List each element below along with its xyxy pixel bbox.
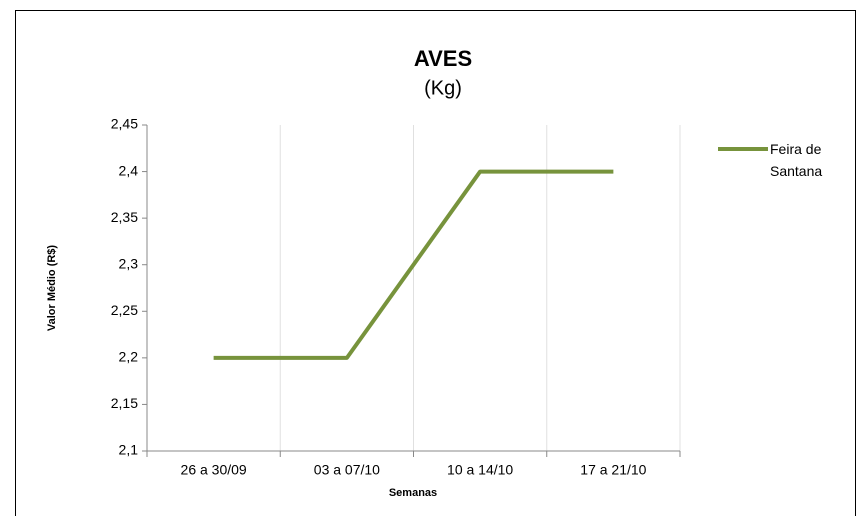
legend-label: Feira de Santana xyxy=(770,141,823,179)
y-tick-label: 2,4 xyxy=(119,162,139,178)
x-tick-label: 03 a 07/10 xyxy=(314,462,380,478)
data-line xyxy=(213,169,614,360)
x-tick-label: 17 a 21/10 xyxy=(580,462,646,478)
y-axis-label: Valor Médio (R$) xyxy=(46,245,58,332)
y-tick-label: 2,2 xyxy=(119,349,139,365)
x-axis-label: Semanas xyxy=(389,487,437,499)
chart-subtitle: (Kg) xyxy=(424,77,462,99)
x-tick-label: 10 a 14/10 xyxy=(447,462,513,478)
y-tick-label: 2,45 xyxy=(111,116,138,132)
chart-border xyxy=(15,10,856,516)
x-tick-label: 26 a 30/09 xyxy=(181,462,247,478)
chart-title: AVES xyxy=(414,46,472,71)
y-tick-label: 2,25 xyxy=(111,302,138,318)
y-tick-label: 2,1 xyxy=(119,442,139,458)
y-tick-label: 2,15 xyxy=(111,395,138,411)
y-tick-label: 2,35 xyxy=(111,209,138,225)
y-tick-label: 2,3 xyxy=(119,255,139,271)
